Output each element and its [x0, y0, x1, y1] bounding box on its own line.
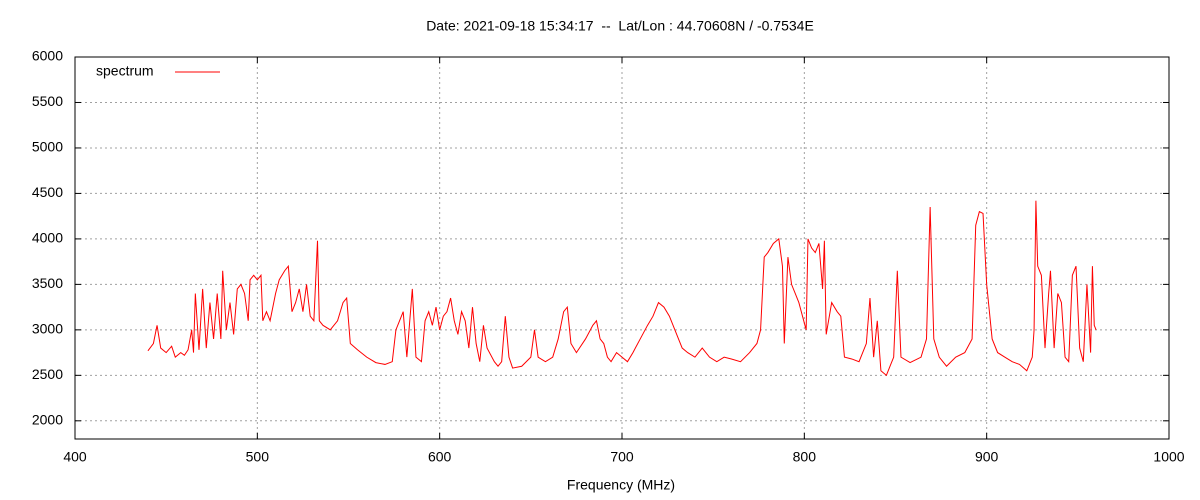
x-tick-label: 700	[610, 449, 634, 465]
x-axis-label: Frequency (MHz)	[567, 477, 675, 493]
x-tick-label: 1000	[1153, 449, 1184, 465]
x-tick-label: 900	[975, 449, 999, 465]
y-tick-label: 2000	[32, 412, 63, 428]
x-tick-label: 400	[63, 449, 87, 465]
y-tick-label: 5000	[32, 139, 63, 155]
x-tick-label: 600	[428, 449, 452, 465]
x-tick-label: 500	[246, 449, 270, 465]
y-tick-label: 3000	[32, 321, 63, 337]
plot-frame	[74, 56, 1170, 440]
legend-label: spectrum	[96, 63, 154, 79]
y-tick-label: 4500	[32, 184, 63, 200]
y-tick-label: 5500	[32, 93, 63, 109]
y-tick-label: 4000	[32, 230, 63, 246]
spectrum-line	[147, 200, 1097, 377]
x-tick-label: 800	[793, 449, 817, 465]
chart-title: Date: 2021-09-18 15:34:17 -- Lat/Lon : 4…	[426, 18, 814, 34]
y-tick-label: 3500	[32, 275, 63, 291]
y-tick-label: 6000	[32, 48, 63, 64]
y-tick-label: 2500	[32, 366, 63, 382]
